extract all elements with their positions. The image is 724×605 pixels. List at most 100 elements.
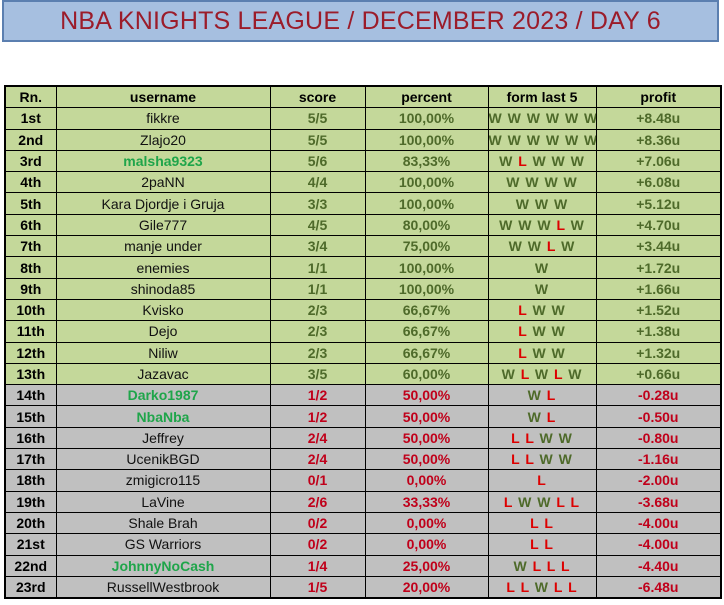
column-header-username: username [55, 85, 271, 109]
rank-cell: 15th [4, 405, 57, 428]
table-row: 5th Kara Djordje i Gruja 3/3 100,00% W W W +5… [4, 192, 722, 215]
rank-cell: 14th [4, 384, 57, 407]
percent-cell: 25,00% [364, 554, 489, 577]
score-cell: 1/2 [269, 405, 366, 428]
table-row: 14th Darko1987 1/2 50,00% W L -0.28u [4, 384, 722, 407]
username-cell: Zlajo20 [55, 128, 271, 151]
rank-cell: 7th [4, 235, 57, 258]
table-row: 13th Jazavac 3/5 60,00% W L W L W +0.66u [4, 362, 722, 386]
percent-cell: 0,00% [364, 533, 489, 556]
score-cell: 2/4 [269, 426, 366, 450]
profit-cell: +1.38u [595, 320, 722, 343]
profit-cell: +7.06u [595, 149, 722, 173]
form-cell: W [487, 256, 597, 279]
column-header-rank: Rn. [4, 85, 57, 109]
rank-cell: 1st [4, 107, 57, 130]
form-cell: L L [487, 533, 597, 556]
table-row: 21st GS Warriors 0/2 0,00% L L -4.00u [4, 533, 722, 556]
profit-cell: -0.28u [595, 384, 722, 407]
score-cell: 2/3 [269, 298, 366, 322]
score-cell: 1/4 [269, 554, 366, 577]
form-cell: W W W [487, 192, 597, 215]
profit-cell: -1.16u [595, 448, 722, 471]
username-cell: Gile777 [55, 213, 271, 237]
rank-cell: 2nd [4, 128, 57, 151]
form-cell: W W L W [487, 235, 597, 258]
form-cell: L [487, 469, 597, 492]
percent-cell: 66,67% [364, 298, 489, 322]
profit-cell: -4.00u [595, 533, 722, 556]
username-cell: Kvisko [55, 298, 271, 322]
percent-cell: 100,00% [364, 128, 489, 151]
form-cell: W W W W W W [487, 107, 597, 130]
score-cell: 2/4 [269, 448, 366, 471]
profit-cell: +1.66u [595, 277, 722, 300]
username-cell: zmigicro115 [55, 469, 271, 492]
rank-cell: 8th [4, 256, 57, 279]
rank-cell: 20th [4, 511, 57, 535]
rank-cell: 10th [4, 298, 57, 322]
percent-cell: 50,00% [364, 384, 489, 407]
username-cell: LaVine [55, 490, 271, 513]
score-cell: 5/5 [269, 107, 366, 130]
percent-cell: 100,00% [364, 107, 489, 130]
score-cell: 1/1 [269, 277, 366, 300]
profit-cell: -0.50u [595, 405, 722, 428]
header-row: Rn. username score percent form last 5 p… [4, 85, 722, 109]
table-row: 15th NbaNba 1/2 50,00% W L -0.50u [4, 405, 722, 428]
form-cell: L L W W [487, 448, 597, 471]
rank-cell: 4th [4, 171, 57, 194]
form-cell: W [487, 277, 597, 300]
score-cell: 2/3 [269, 320, 366, 343]
table-row: 17th UcenikBGD 2/4 50,00% L L W W -1.16u [4, 448, 722, 471]
profit-cell: -4.40u [595, 554, 722, 577]
username-cell: enemies [55, 256, 271, 279]
profit-cell: -2.00u [595, 469, 722, 492]
table-row: 11th Dejo 2/3 66,67% L W W +1.38u [4, 320, 722, 343]
score-cell: 4/5 [269, 213, 366, 237]
profit-cell: -3.68u [595, 490, 722, 513]
table-row: 20th Shale Brah 0/2 0,00% L L -4.00u [4, 511, 722, 535]
score-cell: 1/5 [269, 575, 366, 599]
profit-cell: +0.66u [595, 362, 722, 386]
rank-cell: 22nd [4, 554, 57, 577]
percent-cell: 100,00% [364, 192, 489, 215]
username-cell: Shale Brah [55, 511, 271, 535]
form-cell: L W W L L [487, 490, 597, 513]
percent-cell: 66,67% [364, 341, 489, 364]
profit-cell: +1.72u [595, 256, 722, 279]
rank-cell: 12th [4, 341, 57, 364]
profit-cell: +3.44u [595, 235, 722, 258]
column-header-percent: percent [364, 85, 489, 109]
percent-cell: 50,00% [364, 426, 489, 450]
score-cell: 5/6 [269, 149, 366, 173]
percent-cell: 33,33% [364, 490, 489, 513]
username-cell: malsha9323 [55, 149, 271, 173]
rank-cell: 16th [4, 426, 57, 450]
username-cell: JohnnyNoCash [55, 554, 271, 577]
score-cell: 3/4 [269, 235, 366, 258]
percent-cell: 0,00% [364, 469, 489, 492]
username-cell: 2paNN [55, 171, 271, 194]
form-cell: L W W [487, 298, 597, 322]
score-cell: 1/1 [269, 256, 366, 279]
score-cell: 5/5 [269, 128, 366, 151]
percent-cell: 20,00% [364, 575, 489, 599]
table-row: 12th Niliw 2/3 66,67% L W W +1.32u [4, 341, 722, 364]
rank-cell: 3rd [4, 149, 57, 173]
profit-cell: +8.36u [595, 128, 722, 151]
username-cell: shinoda85 [55, 277, 271, 300]
form-cell: L W W [487, 320, 597, 343]
percent-cell: 50,00% [364, 405, 489, 428]
column-header-form: form last 5 [487, 85, 597, 109]
table-row: 23rd RussellWestbrook 1/5 20,00% L L W L L -6… [4, 575, 722, 599]
percent-cell: 66,67% [364, 320, 489, 343]
form-cell: W W W W W W [487, 128, 597, 151]
table-row: 7th manje under 3/4 75,00% W W L W +3.44u [4, 235, 722, 258]
form-cell: W L W L W [487, 362, 597, 386]
percent-cell: 83,33% [364, 149, 489, 173]
rank-cell: 6th [4, 213, 57, 237]
form-cell: L L W L L [487, 575, 597, 599]
profit-cell: +6.08u [595, 171, 722, 194]
